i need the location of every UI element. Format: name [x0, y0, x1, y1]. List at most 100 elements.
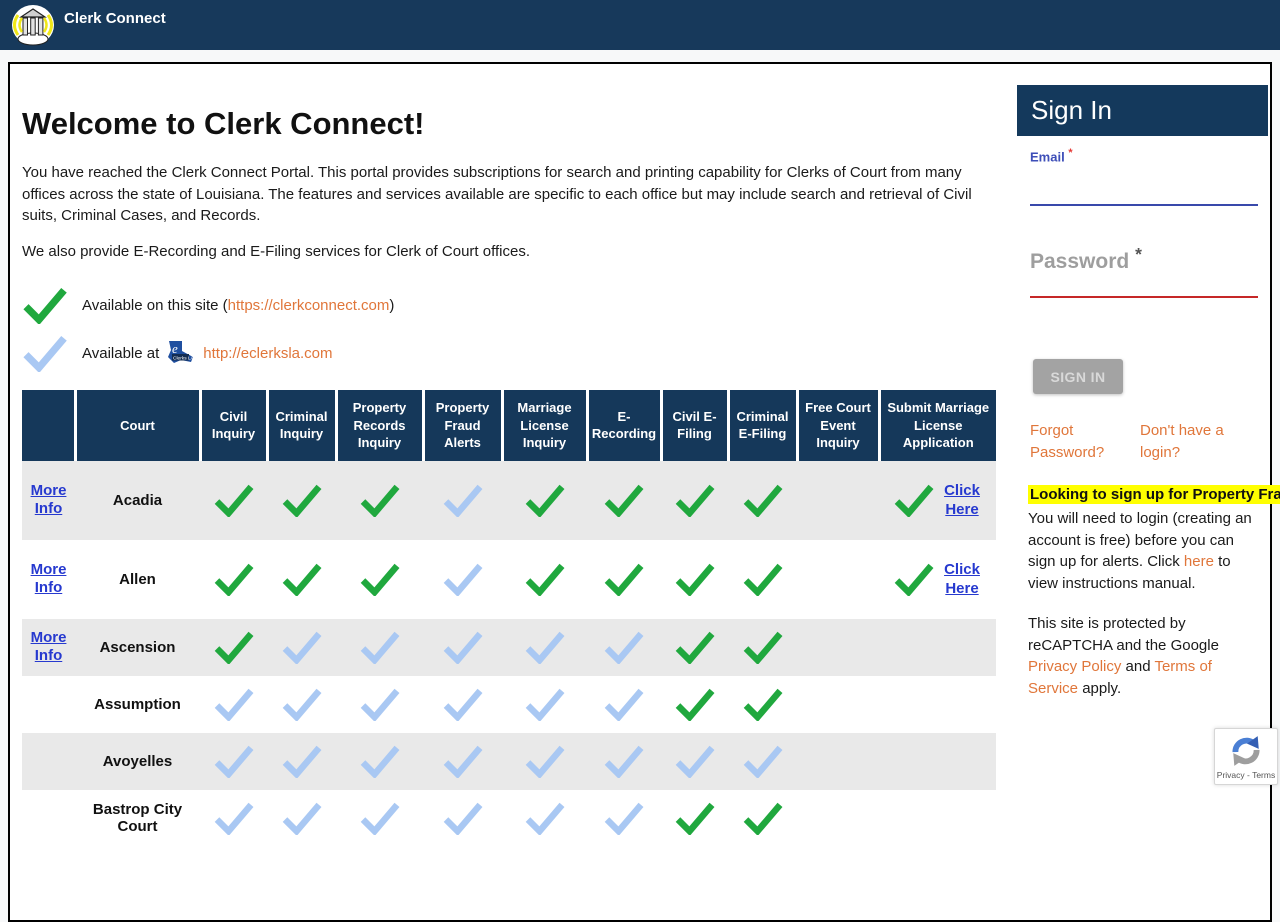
service-cell [423, 676, 502, 733]
more-info-cell: More Info [22, 461, 75, 540]
check-icon-blue [214, 688, 253, 723]
eclerksla-logo-icon: e Clerks LA [168, 340, 195, 363]
check-icon-green [525, 563, 564, 598]
check-icon-blue [282, 688, 321, 723]
service-cell [502, 790, 587, 847]
service-cell [200, 676, 267, 733]
table-row: Avoyelles [22, 732, 996, 790]
more-info-link[interactable]: More Info [30, 629, 67, 665]
service-cell [502, 676, 587, 733]
column-header: Civil E-Filing [661, 390, 730, 461]
check-icon-blue [443, 802, 482, 837]
more-info-link[interactable]: More Info [30, 482, 67, 518]
service-cell [728, 619, 797, 676]
legend-suffix: ) [389, 296, 395, 314]
check-icon-blue [743, 745, 782, 780]
privacy-policy-link[interactable]: Privacy Policy [1028, 658, 1122, 675]
service-cell [267, 540, 336, 619]
service-cell [200, 790, 267, 847]
more-info-cell [22, 733, 75, 790]
check-icon-green [894, 563, 934, 598]
check-icon-green [675, 802, 714, 837]
check-icon-blue [525, 688, 564, 723]
check-icon-green [360, 563, 399, 598]
password-field[interactable] [1030, 274, 1258, 298]
column-header: Criminal E-Filing [728, 390, 799, 461]
service-cell [336, 733, 423, 790]
column-header: Property Fraud Alerts [423, 390, 504, 461]
table-row: Assumption [22, 675, 996, 733]
check-icon-green [214, 631, 253, 666]
services-table: Court Civil Inquiry Criminal Inquiry Proper… [22, 390, 996, 847]
service-cell [267, 619, 336, 676]
terms-of-service-link[interactable]: Terms of Service [1028, 658, 1212, 697]
password-label: Password * [1030, 244, 1142, 274]
signin-panel-title: Sign In [1017, 85, 1268, 136]
table-row: More Info Ascension [22, 618, 996, 676]
intro-paragraph-2: We also provide E-Recording and E-Filing… [22, 242, 530, 260]
service-cell [728, 540, 797, 619]
content-container: Welcome to Clerk Connect! You have reach… [8, 62, 1280, 922]
email-field[interactable] [1030, 180, 1258, 206]
service-cell [587, 733, 661, 790]
password-label-text: Password [1030, 250, 1130, 273]
more-info-cell [22, 790, 75, 847]
service-cell [661, 790, 728, 847]
service-cell [797, 619, 879, 676]
table-header-row: Court Civil Inquiry Criminal Inquiry Proper… [22, 390, 996, 461]
app-title: Clerk Connect [64, 10, 166, 27]
legend-text: Available on this site (https://clerkcon… [82, 297, 394, 314]
page-title: Welcome to Clerk Connect! [22, 106, 425, 141]
service-cell [728, 676, 797, 733]
check-icon-blue [604, 631, 644, 666]
check-icon-green [894, 484, 934, 519]
service-cell [336, 790, 423, 847]
check-icon-blue [604, 802, 644, 837]
eclerksla-url-link[interactable]: http://eclerksla.com [203, 344, 333, 362]
check-icon-blue [675, 745, 714, 780]
signin-sidebar: Sign In Email * Password * SIGN IN Forgo… [1017, 64, 1280, 824]
check-icon-blue [282, 802, 321, 837]
column-header: Submit Marriage License Application [879, 390, 996, 461]
main-content: Welcome to Clerk Connect! You have reach… [22, 64, 1002, 847]
clerkconnect-url-link[interactable]: https://clerkconnect.com [227, 296, 390, 314]
service-cell [423, 790, 502, 847]
check-icon-green [214, 563, 253, 598]
check-icon-blue [443, 688, 482, 723]
check-icon-blue [443, 631, 482, 666]
service-cell [661, 733, 728, 790]
check-icon-green [743, 631, 782, 666]
notice-text: and [1121, 658, 1155, 675]
service-cell [502, 733, 587, 790]
service-cell [797, 676, 879, 733]
forgot-password-link[interactable]: Forgot Password? [1030, 422, 1105, 461]
check-icon-blue [282, 745, 321, 780]
column-header: Marriage License Inquiry [502, 390, 589, 461]
service-cell [587, 619, 661, 676]
click-here-link[interactable]: Click Here [944, 481, 980, 519]
service-cell [267, 733, 336, 790]
table-row: More Info Acadia Click Here [22, 460, 996, 540]
recaptcha-badge[interactable]: Privacy - Terms [1214, 728, 1278, 785]
service-cell [200, 461, 267, 540]
check-icon-blue [443, 563, 482, 598]
service-cell [661, 540, 728, 619]
instructions-here-link[interactable]: here [1183, 553, 1214, 570]
more-info-link[interactable]: More Info [30, 561, 67, 597]
sign-in-button[interactable]: SIGN IN [1033, 359, 1123, 394]
no-login-link[interactable]: Don't have a login? [1140, 422, 1224, 461]
required-asterisk: * [1135, 244, 1142, 264]
legend-prefix: Available on this site ( [82, 296, 228, 314]
check-icon-blue [360, 631, 399, 666]
svg-text:e: e [172, 341, 178, 356]
auxiliary-links: Forgot Password? Don't have a login? [1030, 420, 1268, 464]
column-header [22, 390, 77, 461]
service-cell [502, 619, 587, 676]
service-cell [587, 676, 661, 733]
service-cell [797, 733, 879, 790]
recaptcha-notice: This site is protected by reCAPTCHA and … [1028, 613, 1262, 699]
click-here-link[interactable]: Click Here [944, 560, 980, 598]
notice-text: apply. [1078, 679, 1122, 697]
check-icon-blue [360, 802, 399, 837]
court-name: Acadia [112, 491, 163, 509]
